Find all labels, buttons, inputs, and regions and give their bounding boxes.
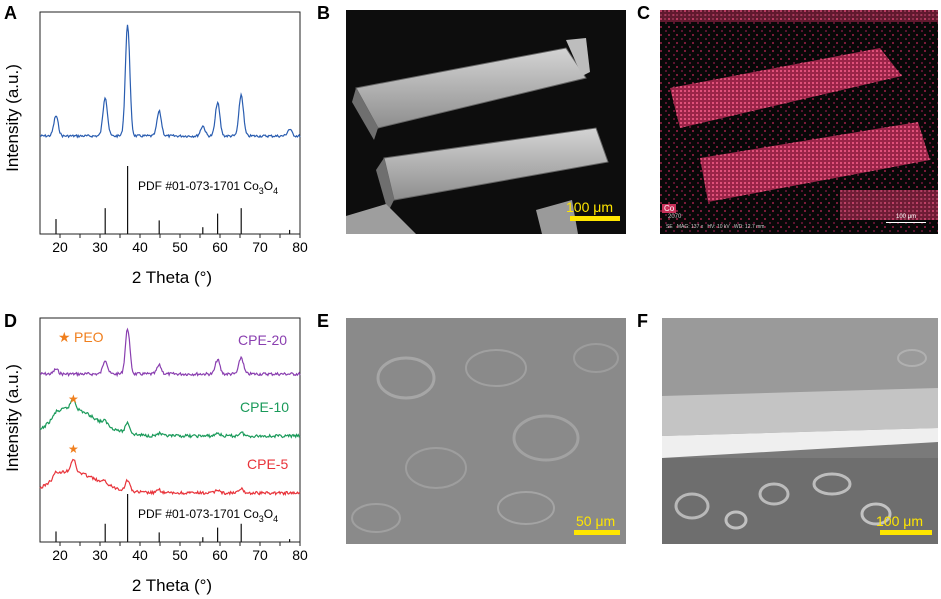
x-tick-label: 30 — [92, 547, 108, 563]
sem-surface-graphic — [346, 318, 626, 544]
x-tick-label: 40 — [132, 547, 148, 563]
panel-label-b: B — [317, 3, 330, 23]
scale-bar-label: 50 μm — [576, 513, 616, 529]
x-axis-label: 2 Theta (°) — [132, 576, 212, 595]
x-tick-label: 40 — [132, 239, 148, 255]
series-line — [39, 396, 301, 439]
x-tick-label: 70 — [252, 547, 268, 563]
x-tick-label: 60 — [212, 547, 228, 563]
series-line — [39, 327, 301, 378]
sem-rods-graphic — [346, 38, 609, 234]
scale-bar — [880, 530, 932, 535]
scale-bar-label: 100 μm — [566, 199, 613, 215]
reference-label: PDF #01-073-1701 Co3O4 — [138, 179, 278, 196]
panel-label-f: F — [637, 311, 648, 331]
x-tick-label: 70 — [252, 239, 268, 255]
eds-map-c: Co 100 μm 2070 SE MAG: 137 x HV: 10 kV W… — [660, 10, 938, 234]
scale-bar-label: 100 μm — [876, 513, 923, 529]
scale-bar — [574, 530, 620, 535]
xrd-chart-a: 20 30 40 50 60 70 80 Intensity (a.u.) 2 Theta … — [3, 11, 308, 287]
x-tick-label: 20 — [52, 239, 68, 255]
plot-frame — [39, 11, 301, 235]
element-label-co: Co — [662, 204, 677, 213]
plot-frame — [39, 317, 301, 543]
peak-star-icon: ★ — [68, 442, 79, 456]
x-tick-label: 20 — [52, 547, 68, 563]
x-tick-label: 60 — [212, 239, 228, 255]
legend-peo-label: PEO — [74, 329, 104, 345]
xrd-chart-d: 20 30 40 50 60 70 80 Intensity (a.u.) 2 Theta … — [3, 317, 308, 595]
panel-label-e: E — [317, 311, 330, 331]
x-tick-label: 80 — [292, 547, 308, 563]
y-axis-label: Intensity (a.u.) — [3, 364, 22, 472]
series-label-cpe5: CPE-5 — [247, 456, 288, 472]
peak-star-icon: ★ — [68, 392, 79, 406]
series-label-cpe20: CPE-20 — [238, 332, 287, 348]
panel-label-a: A — [4, 3, 17, 23]
image-footer: SE MAG: 137 x HV: 10 kV WD: 12.7 mm — [666, 224, 765, 230]
sem-cross-section-graphic — [662, 318, 938, 544]
x-tick-label: 30 — [92, 239, 108, 255]
panel-label-c: C — [637, 3, 650, 23]
y-axis-label: Intensity (a.u.) — [3, 64, 22, 172]
series-line — [39, 24, 301, 139]
panel-label-d: D — [4, 311, 17, 331]
sem-image-b: 100 μm — [346, 10, 626, 234]
x-tick-label: 50 — [172, 239, 188, 255]
legend-star-icon: ★ — [58, 329, 71, 345]
x-axis-label: 2 Theta (°) — [132, 268, 212, 287]
image-id: 2070 — [668, 214, 682, 220]
eds-map-graphic — [660, 10, 938, 234]
scale-bar-label: 100 μm — [896, 214, 917, 220]
sem-image-f: 100 μm — [662, 318, 938, 544]
reference-label: PDF #01-073-1701 Co3O4 — [138, 507, 278, 524]
scale-bar-line — [886, 222, 926, 223]
x-tick-label: 50 — [172, 547, 188, 563]
series-label-cpe10: CPE-10 — [240, 399, 289, 415]
series-line — [39, 458, 301, 496]
sem-image-e: 50 μm — [346, 318, 626, 544]
scale-bar — [570, 216, 620, 221]
x-tick-label: 80 — [292, 239, 308, 255]
